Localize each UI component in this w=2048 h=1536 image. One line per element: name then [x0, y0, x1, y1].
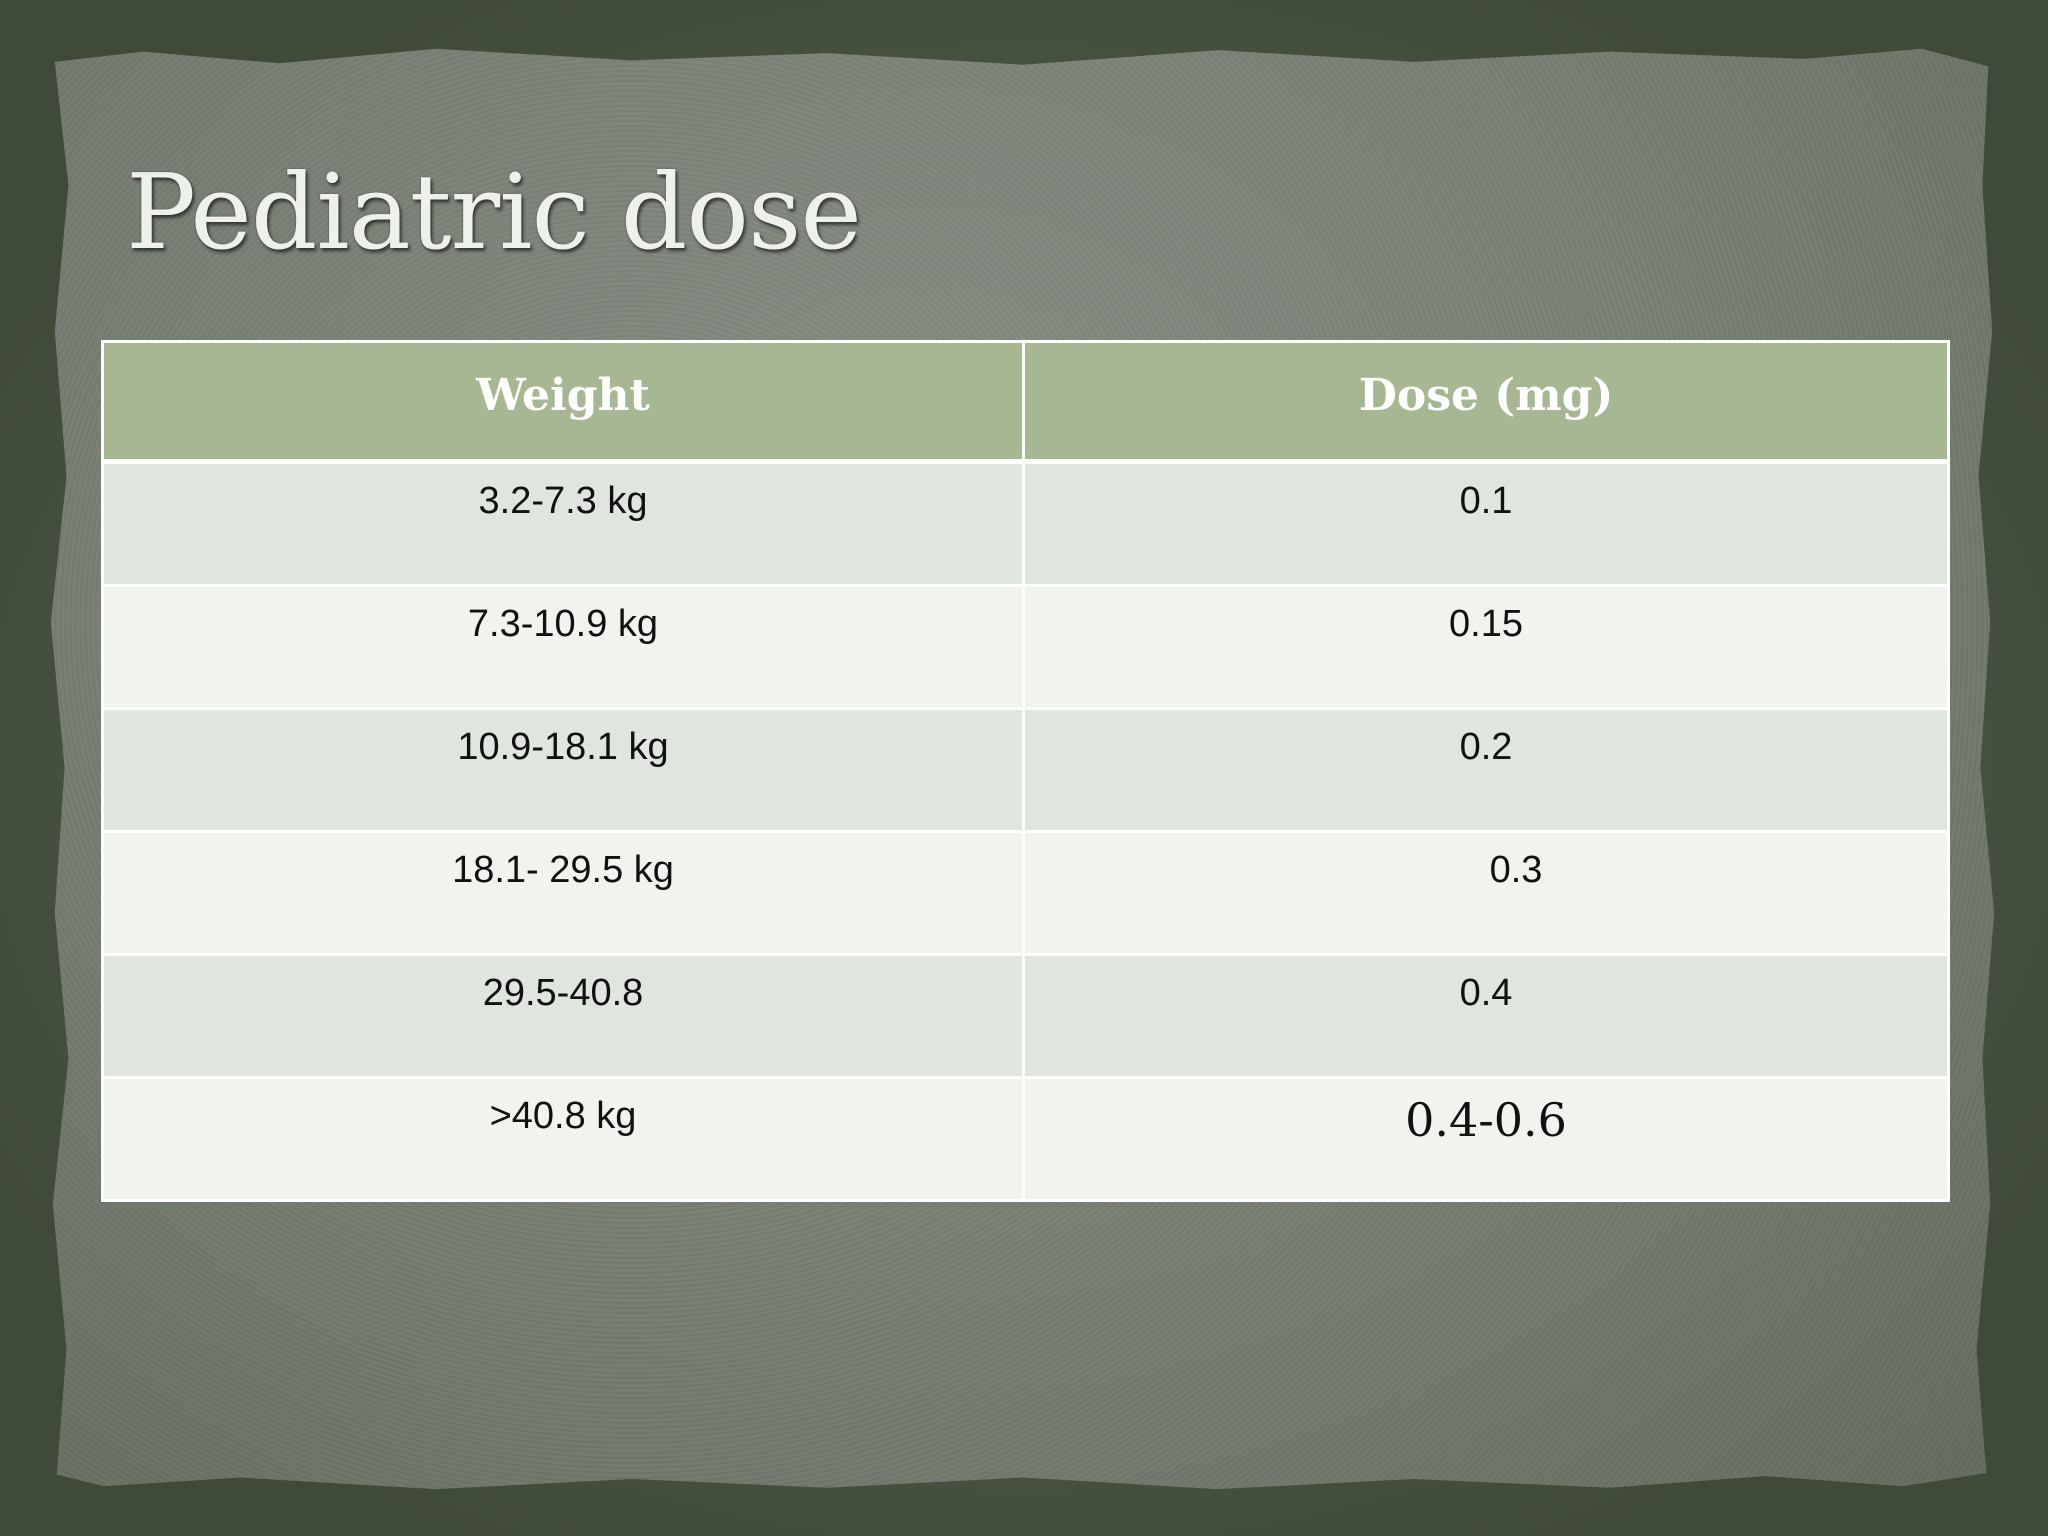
table-row: >40.8 kg 0.4-0.6 — [101, 1076, 1950, 1202]
table-row: 7.3-10.9 kg 0.15 — [101, 584, 1950, 710]
table-row: 3.2-7.3 kg 0.1 — [101, 460, 1950, 587]
table-row: 18.1- 29.5 kg 0.3 — [101, 830, 1950, 956]
table-row: 10.9-18.1 kg 0.2 — [101, 707, 1950, 833]
weight-cell: 18.1- 29.5 kg — [101, 830, 1025, 956]
dose-cell: 0.1 — [1022, 460, 1950, 587]
dose-table: Weight Dose (mg) 3.2-7.3 kg 0.1 7.3-10.9… — [101, 340, 1950, 1202]
dose-cell: 0.15 — [1022, 584, 1950, 710]
dose-value: 0.3 — [1489, 849, 1543, 891]
weight-cell: 29.5-40.8 — [101, 953, 1025, 1079]
table-header-row: Weight Dose (mg) — [101, 340, 1950, 464]
header-weight: Weight — [101, 340, 1025, 464]
header-dose: Dose (mg) — [1022, 340, 1950, 464]
table-row: 29.5-40.8 0.4 — [101, 953, 1950, 1079]
weight-cell: >40.8 kg — [101, 1076, 1025, 1202]
weight-cell: 7.3-10.9 kg — [101, 584, 1025, 710]
weight-cell: 3.2-7.3 kg — [101, 460, 1025, 587]
dose-cell: 0.2 — [1022, 707, 1950, 833]
dose-cell: 0.4 — [1022, 953, 1950, 1079]
dose-cell: 0.4-0.6 — [1022, 1076, 1950, 1202]
slide-title: Pediatric dose — [126, 151, 862, 273]
weight-cell: 10.9-18.1 kg — [101, 707, 1025, 833]
dose-cell: 0.3 — [1022, 830, 1950, 956]
